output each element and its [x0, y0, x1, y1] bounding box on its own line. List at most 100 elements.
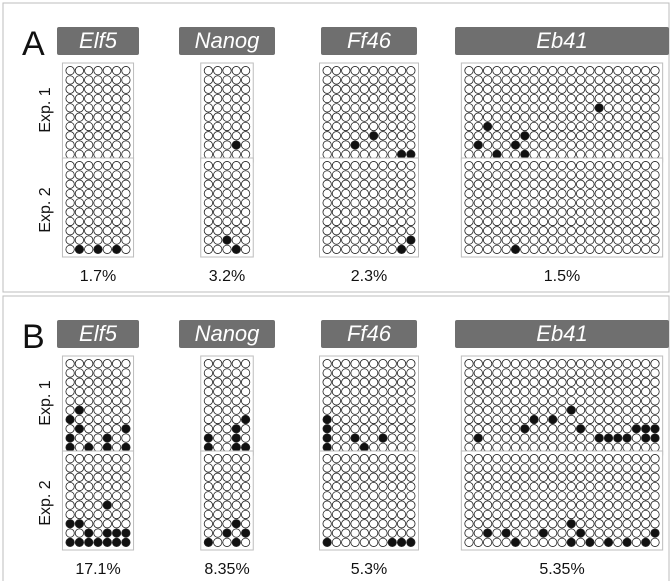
gene-label-bg: [455, 27, 669, 55]
unmethylated-cpg: [406, 216, 416, 227]
methylated-cpg: [622, 433, 632, 443]
unmethylated-cpg: [641, 244, 651, 254]
unmethylated-cpg: [387, 131, 397, 141]
unmethylated-cpg: [74, 121, 85, 132]
unmethylated-cpg: [520, 472, 530, 482]
unmethylated-cpg: [575, 244, 586, 254]
unmethylated-cpg: [84, 216, 94, 227]
unmethylated-cpg: [510, 519, 521, 529]
unmethylated-cpg: [622, 103, 632, 113]
unmethylated-cpg: [102, 149, 112, 159]
unmethylated-cpg: [613, 103, 623, 113]
methylated-cpg: [520, 149, 530, 159]
methylated-cpg: [585, 537, 595, 547]
unmethylated-cpg: [359, 235, 369, 245]
unmethylated-cpg: [121, 377, 131, 387]
unmethylated-cpg: [112, 509, 122, 520]
unmethylated-cpg: [641, 414, 651, 425]
unmethylated-cpg: [396, 472, 407, 482]
unmethylated-cpg: [538, 131, 549, 141]
unmethylated-cpg: [548, 528, 558, 538]
unmethylated-cpg: [406, 377, 416, 387]
unmethylated-cpg: [359, 386, 369, 397]
unmethylated-cpg: [112, 188, 122, 199]
unmethylated-cpg: [74, 170, 85, 180]
unmethylated-cpg: [482, 396, 493, 406]
unmethylated-cpg: [102, 121, 112, 132]
unmethylated-cpg: [548, 121, 558, 132]
unmethylated-cpg: [102, 414, 112, 425]
unmethylated-cpg: [641, 207, 651, 217]
unmethylated-cpg: [84, 519, 94, 529]
unmethylated-cpg: [538, 161, 549, 171]
unmethylated-cpg: [548, 405, 558, 415]
unmethylated-cpg: [241, 244, 251, 254]
unmethylated-cpg: [241, 386, 251, 397]
unmethylated-cpg: [492, 216, 502, 227]
unmethylated-cpg: [585, 188, 595, 199]
unmethylated-cpg: [613, 66, 623, 76]
unmethylated-cpg: [482, 509, 493, 520]
unmethylated-cpg: [594, 454, 604, 464]
unmethylated-cpg: [473, 491, 483, 501]
unmethylated-cpg: [369, 216, 379, 227]
unmethylated-cpg: [378, 472, 388, 482]
unmethylated-cpg: [473, 386, 483, 397]
unmethylated-cpg: [594, 509, 604, 520]
unmethylated-cpg: [331, 424, 342, 434]
unmethylated-cpg: [585, 140, 595, 150]
methylated-cpg: [501, 528, 511, 538]
unmethylated-cpg: [222, 359, 232, 369]
unmethylated-cpg: [102, 66, 112, 76]
unmethylated-cpg: [473, 66, 483, 76]
unmethylated-cpg: [93, 140, 103, 150]
unmethylated-cpg: [473, 472, 483, 482]
unmethylated-cpg: [331, 93, 342, 104]
unmethylated-cpg: [492, 405, 502, 415]
unmethylated-cpg: [65, 359, 75, 369]
unmethylated-cpg: [613, 198, 623, 208]
unmethylated-cpg: [378, 481, 388, 492]
unmethylated-cpg: [350, 442, 360, 452]
unmethylated-cpg: [548, 84, 558, 94]
unmethylated-cpg: [112, 424, 122, 434]
unmethylated-cpg: [331, 481, 342, 492]
unmethylated-cpg: [378, 537, 388, 547]
unmethylated-cpg: [331, 179, 342, 189]
unmethylated-cpg: [387, 188, 397, 199]
unmethylated-cpg: [203, 491, 213, 501]
unmethylated-cpg: [322, 359, 332, 369]
unmethylated-cpg: [631, 207, 642, 217]
unmethylated-cpg: [322, 519, 332, 529]
unmethylated-cpg: [538, 442, 549, 452]
methylated-cpg: [641, 537, 651, 547]
unmethylated-cpg: [622, 131, 632, 141]
unmethylated-cpg: [231, 66, 241, 76]
unmethylated-cpg: [575, 216, 586, 227]
unmethylated-cpg: [359, 405, 369, 415]
unmethylated-cpg: [575, 481, 586, 492]
unmethylated-cpg: [641, 528, 651, 538]
unmethylated-cpg: [585, 424, 595, 434]
unmethylated-cpg: [121, 66, 131, 76]
unmethylated-cpg: [121, 207, 131, 217]
unmethylated-cpg: [520, 66, 530, 76]
unmethylated-cpg: [529, 103, 539, 113]
unmethylated-cpg: [501, 463, 511, 473]
unmethylated-cpg: [222, 179, 232, 189]
unmethylated-cpg: [112, 149, 122, 159]
unmethylated-cpg: [464, 121, 474, 132]
unmethylated-cpg: [594, 377, 604, 387]
unmethylated-cpg: [548, 537, 558, 547]
unmethylated-cpg: [222, 66, 232, 76]
unmethylated-cpg: [622, 112, 632, 122]
unmethylated-cpg: [566, 103, 576, 113]
methylation-percent: 8.35%: [204, 561, 249, 578]
unmethylated-cpg: [322, 84, 332, 94]
unmethylated-cpg: [378, 207, 388, 217]
unmethylated-cpg: [387, 463, 397, 473]
unmethylated-cpg: [350, 75, 360, 85]
methylated-cpg: [566, 537, 576, 547]
unmethylated-cpg: [464, 528, 474, 538]
